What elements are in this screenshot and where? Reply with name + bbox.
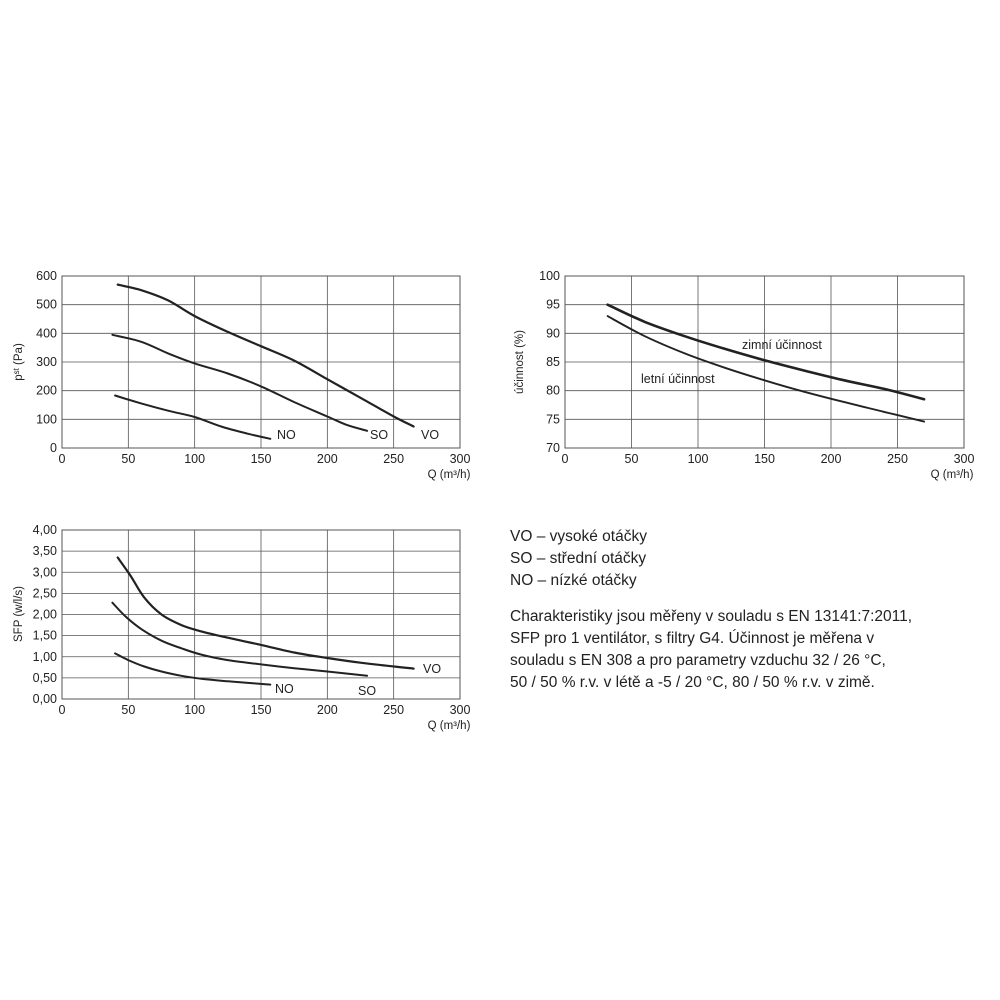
plot-frame: [61, 275, 461, 449]
series-line: [116, 283, 415, 428]
y-tick-label: 3,00: [33, 565, 57, 579]
x-tick-label: 300: [954, 452, 975, 466]
y-tick-label: 1,50: [33, 629, 57, 643]
legend-and-notes: VO – vysoké otáčky SO – střední otáčky N…: [510, 526, 990, 694]
series-label: SO: [358, 684, 376, 698]
note-line: SFP pro 1 ventilátor, s filtry G4. Účinn…: [510, 630, 875, 647]
series-line: [114, 394, 272, 440]
series-label: NO: [275, 682, 294, 696]
series-label: NO: [277, 428, 296, 442]
y-tick-label: 80: [546, 384, 560, 398]
legend-so: SO – střední otáčky: [510, 550, 647, 567]
y-tick-label: 100: [539, 269, 560, 283]
y-tick-label: 0: [50, 441, 57, 455]
x-tick-label: 50: [121, 703, 135, 717]
x-tick-label: 200: [317, 452, 338, 466]
y-axis-label: účinnost (%): [514, 330, 526, 394]
x-tick-label: 300: [450, 452, 471, 466]
series-line: [111, 333, 369, 432]
x-axis-label: Q (m³/h): [931, 469, 974, 481]
series-label: zimní účinnost: [742, 338, 822, 352]
series-label: VO: [421, 428, 439, 442]
y-tick-label: 70: [546, 441, 560, 455]
legend-no: NO – nízké otáčky: [510, 572, 637, 589]
y-tick-label: 300: [36, 355, 57, 369]
y-axis-label: pst (Pa): [12, 343, 25, 381]
x-tick-label: 100: [184, 452, 205, 466]
y-tick-label: 90: [546, 326, 560, 340]
x-tick-label: 50: [121, 452, 135, 466]
x-tick-label: 100: [688, 452, 709, 466]
x-tick-label: 100: [184, 703, 205, 717]
series-label: VO: [423, 662, 441, 676]
y-tick-label: 200: [36, 384, 57, 398]
series-label: letní účinnost: [641, 372, 715, 386]
plot-frame: [61, 529, 461, 700]
y-tick-label: 4,00: [33, 523, 57, 537]
series-line: [116, 556, 415, 670]
x-axis-label: Q (m³/h): [428, 720, 471, 732]
series-line: [114, 652, 272, 686]
y-tick-label: 500: [36, 298, 57, 312]
y-tick-label: 400: [36, 326, 57, 340]
x-tick-label: 150: [754, 452, 775, 466]
x-tick-label: 250: [383, 452, 404, 466]
x-tick-label: 300: [450, 703, 471, 717]
y-tick-label: 0,00: [33, 692, 57, 706]
y-tick-label: 100: [36, 412, 57, 426]
note-line: souladu s EN 308 a pro parametry vzduchu…: [510, 652, 886, 669]
note-line: 50 / 50 % r.v. v létě a -5 / 20 °C, 80 /…: [510, 674, 875, 691]
y-tick-label: 0,50: [33, 671, 57, 685]
x-tick-label: 150: [251, 452, 272, 466]
y-tick-label: 95: [546, 298, 560, 312]
y-tick-label: 2,50: [33, 586, 57, 600]
series-label: SO: [370, 428, 388, 442]
legend-vo: VO – vysoké otáčky: [510, 528, 647, 545]
x-tick-label: 0: [59, 452, 66, 466]
x-tick-label: 50: [625, 452, 639, 466]
note-line: Charakteristiky jsou měřeny v souladu s …: [510, 608, 913, 625]
y-tick-label: 75: [546, 412, 560, 426]
x-tick-label: 200: [317, 703, 338, 717]
series-line: [606, 315, 926, 423]
y-tick-label: 3,50: [33, 544, 57, 558]
x-tick-label: 200: [821, 452, 842, 466]
y-tick-label: 85: [546, 355, 560, 369]
plot-frame: [564, 275, 965, 449]
measurement-note: Charakteristiky jsou měřeny v souladu s …: [510, 606, 990, 694]
y-tick-label: 600: [36, 269, 57, 283]
x-tick-label: 0: [59, 703, 66, 717]
x-tick-label: 150: [251, 703, 272, 717]
y-tick-label: 2,00: [33, 608, 57, 622]
x-tick-label: 250: [383, 703, 404, 717]
x-axis-label: Q (m³/h): [428, 469, 471, 481]
x-tick-label: 250: [887, 452, 908, 466]
series-line: [111, 601, 369, 677]
series-line: [606, 303, 926, 401]
y-axis-label: SFP (w/l/s): [13, 586, 25, 642]
x-tick-label: 0: [562, 452, 569, 466]
y-tick-label: 1,00: [33, 650, 57, 664]
